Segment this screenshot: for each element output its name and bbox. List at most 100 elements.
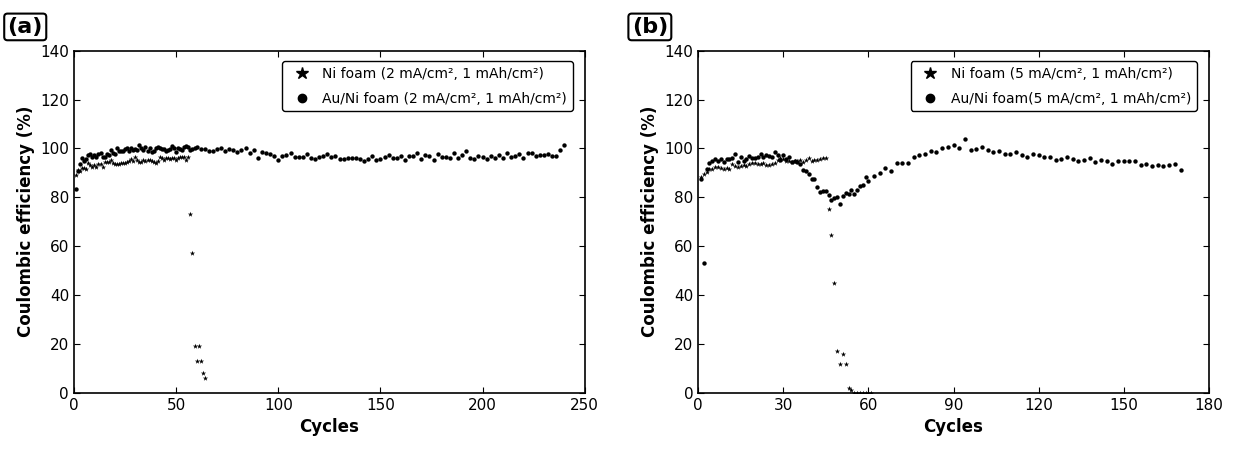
Ni foam (5 mA/cm², 1 mAh/cm²) <box>825 279 844 286</box>
Ni foam (2 mA/cm², 1 mAh/cm²) <box>122 155 141 162</box>
Au/Ni foam (2 mA/cm², 1 mAh/cm²) <box>489 151 508 159</box>
Ni foam (2 mA/cm², 1 mAh/cm²) <box>66 171 86 178</box>
Ni foam (5 mA/cm², 1 mAh/cm²) <box>763 160 782 168</box>
Au/Ni foam(5 mA/cm², 1 mAh/cm²) <box>1056 153 1076 160</box>
Au/Ni foam(5 mA/cm², 1 mAh/cm²) <box>759 152 779 159</box>
Au/Ni foam(5 mA/cm², 1 mAh/cm²) <box>742 154 761 162</box>
Ni foam (5 mA/cm², 1 mAh/cm²) <box>768 157 787 164</box>
Ni foam (5 mA/cm², 1 mAh/cm²) <box>785 157 805 164</box>
Ni foam (5 mA/cm², 1 mAh/cm²) <box>807 156 827 163</box>
Ni foam (2 mA/cm², 1 mAh/cm²) <box>162 154 182 162</box>
Ni foam (2 mA/cm², 1 mAh/cm²) <box>151 154 171 162</box>
Ni foam (2 mA/cm², 1 mAh/cm²) <box>91 160 110 168</box>
Au/Ni foam (2 mA/cm², 1 mAh/cm²) <box>448 155 467 162</box>
Au/Ni foam (2 mA/cm², 1 mAh/cm²) <box>123 146 143 153</box>
Ni foam (2 mA/cm², 1 mAh/cm²) <box>112 159 131 167</box>
Au/Ni foam (2 mA/cm², 1 mAh/cm²) <box>383 154 403 161</box>
Au/Ni foam (2 mA/cm², 1 mAh/cm²) <box>456 148 476 155</box>
Ni foam (2 mA/cm², 1 mAh/cm²) <box>74 164 94 171</box>
Ni foam (2 mA/cm², 1 mAh/cm²) <box>100 157 120 164</box>
Au/Ni foam (2 mA/cm², 1 mAh/cm²) <box>150 145 170 152</box>
Au/Ni foam (2 mA/cm², 1 mAh/cm²) <box>195 145 215 152</box>
Au/Ni foam (2 mA/cm², 1 mAh/cm²) <box>78 151 98 159</box>
Au/Ni foam (2 mA/cm², 1 mAh/cm²) <box>346 154 366 162</box>
Au/Ni foam (2 mA/cm², 1 mAh/cm²) <box>169 144 188 151</box>
Au/Ni foam (2 mA/cm², 1 mAh/cm²) <box>301 154 321 161</box>
Au/Ni foam (2 mA/cm², 1 mAh/cm²) <box>175 144 195 151</box>
Ni foam (5 mA/cm², 1 mAh/cm²) <box>745 159 765 166</box>
Au/Ni foam (2 mA/cm², 1 mAh/cm²) <box>366 156 386 164</box>
Au/Ni foam(5 mA/cm², 1 mAh/cm²) <box>1069 157 1089 164</box>
Au/Ni foam (2 mA/cm², 1 mAh/cm²) <box>440 154 460 161</box>
Au/Ni foam(5 mA/cm², 1 mAh/cm²) <box>822 197 842 204</box>
Au/Ni foam(5 mA/cm², 1 mAh/cm²) <box>805 176 825 183</box>
Ni foam (5 mA/cm², 1 mAh/cm²) <box>711 164 730 172</box>
Au/Ni foam(5 mA/cm², 1 mAh/cm²) <box>926 148 946 155</box>
Au/Ni foam(5 mA/cm², 1 mAh/cm²) <box>728 158 748 165</box>
Au/Ni foam (2 mA/cm², 1 mAh/cm²) <box>444 149 464 157</box>
Au/Ni foam (2 mA/cm², 1 mAh/cm²) <box>146 145 166 152</box>
Au/Ni foam (2 mA/cm², 1 mAh/cm²) <box>176 143 196 150</box>
Ni foam (2 mA/cm², 1 mAh/cm²) <box>71 168 91 175</box>
Au/Ni foam(5 mA/cm², 1 mAh/cm²) <box>864 173 884 180</box>
Au/Ni foam(5 mA/cm², 1 mAh/cm²) <box>869 169 889 176</box>
Au/Ni foam(5 mA/cm², 1 mAh/cm²) <box>794 167 813 174</box>
Ni foam (5 mA/cm², 1 mAh/cm²) <box>742 159 761 166</box>
Au/Ni foam (2 mA/cm², 1 mAh/cm²) <box>141 149 161 156</box>
Ni foam (5 mA/cm², 1 mAh/cm²) <box>790 157 810 164</box>
Au/Ni foam(5 mA/cm², 1 mAh/cm²) <box>1074 157 1094 164</box>
Ni foam (5 mA/cm², 1 mAh/cm²) <box>708 164 728 171</box>
Au/Ni foam(5 mA/cm², 1 mAh/cm²) <box>944 142 963 149</box>
Au/Ni foam (2 mA/cm², 1 mAh/cm²) <box>239 150 259 157</box>
Au/Ni foam (2 mA/cm², 1 mAh/cm²) <box>97 151 117 158</box>
Au/Ni foam (2 mA/cm², 1 mAh/cm²) <box>309 154 329 161</box>
Ni foam (5 mA/cm², 1 mAh/cm²) <box>734 161 754 169</box>
Au/Ni foam(5 mA/cm², 1 mAh/cm²) <box>915 151 935 158</box>
Ni foam (2 mA/cm², 1 mAh/cm²) <box>81 161 100 169</box>
Ni foam (2 mA/cm², 1 mAh/cm²) <box>82 164 102 171</box>
Au/Ni foam (2 mA/cm², 1 mAh/cm²) <box>191 146 211 153</box>
Au/Ni foam (2 mA/cm², 1 mAh/cm²) <box>91 149 110 156</box>
Ni foam (2 mA/cm², 1 mAh/cm²) <box>134 156 154 164</box>
Au/Ni foam(5 mA/cm², 1 mAh/cm²) <box>739 153 759 160</box>
Ni foam (5 mA/cm², 1 mAh/cm²) <box>842 387 862 394</box>
Au/Ni foam(5 mA/cm², 1 mAh/cm²) <box>898 159 918 166</box>
Ni foam (5 mA/cm², 1 mAh/cm²) <box>836 360 856 367</box>
Au/Ni foam (2 mA/cm², 1 mAh/cm²) <box>198 147 218 154</box>
Ni foam (5 mA/cm², 1 mAh/cm²) <box>730 162 750 169</box>
Ni foam (2 mA/cm², 1 mAh/cm²) <box>77 165 97 173</box>
Au/Ni foam(5 mA/cm², 1 mAh/cm²) <box>770 156 790 164</box>
Ni foam (5 mA/cm², 1 mAh/cm²) <box>770 155 790 162</box>
Au/Ni foam(5 mA/cm², 1 mAh/cm²) <box>1125 157 1145 164</box>
Au/Ni foam (2 mA/cm², 1 mAh/cm²) <box>117 145 136 152</box>
Au/Ni foam(5 mA/cm², 1 mAh/cm²) <box>833 193 853 200</box>
Ni foam (2 mA/cm², 1 mAh/cm²) <box>119 157 139 164</box>
Au/Ni foam(5 mA/cm², 1 mAh/cm²) <box>796 168 816 175</box>
Ni foam (5 mA/cm², 1 mAh/cm²) <box>813 154 833 161</box>
Au/Ni foam (2 mA/cm², 1 mAh/cm²) <box>419 152 439 159</box>
Ni foam (5 mA/cm², 1 mAh/cm²) <box>697 169 717 176</box>
Au/Ni foam(5 mA/cm², 1 mAh/cm²) <box>1017 154 1037 161</box>
Ni foam (5 mA/cm², 1 mAh/cm²) <box>759 162 779 169</box>
Au/Ni foam (2 mA/cm², 1 mAh/cm²) <box>154 145 174 153</box>
Ni foam (5 mA/cm², 1 mAh/cm²) <box>818 206 838 213</box>
Ni foam (2 mA/cm², 1 mAh/cm²) <box>131 159 151 166</box>
Au/Ni foam (2 mA/cm², 1 mAh/cm²) <box>554 142 574 149</box>
Ni foam (2 mA/cm², 1 mAh/cm²) <box>87 164 107 171</box>
Ni foam (2 mA/cm², 1 mAh/cm²) <box>181 210 201 217</box>
Au/Ni foam (2 mA/cm², 1 mAh/cm²) <box>326 153 346 160</box>
Au/Ni foam(5 mA/cm², 1 mAh/cm²) <box>937 144 957 151</box>
Au/Ni foam (2 mA/cm², 1 mAh/cm²) <box>119 147 139 154</box>
Au/Ni foam(5 mA/cm², 1 mAh/cm²) <box>909 152 929 159</box>
Ni foam (2 mA/cm², 1 mAh/cm²) <box>172 153 192 160</box>
Ni foam (2 mA/cm², 1 mAh/cm²) <box>192 370 212 377</box>
Ni foam (5 mA/cm², 1 mAh/cm²) <box>830 360 849 367</box>
Au/Ni foam(5 mA/cm², 1 mAh/cm²) <box>779 153 799 160</box>
Ni foam (2 mA/cm², 1 mAh/cm²) <box>117 158 136 165</box>
Au/Ni foam (2 mA/cm², 1 mAh/cm²) <box>82 153 102 160</box>
Au/Ni foam(5 mA/cm², 1 mAh/cm²) <box>734 158 754 165</box>
Y-axis label: Coulombic efficiency (%): Coulombic efficiency (%) <box>641 106 658 337</box>
Ni foam (5 mA/cm², 1 mAh/cm²) <box>754 159 774 166</box>
Text: (b): (b) <box>631 17 668 37</box>
Au/Ni foam (2 mA/cm², 1 mAh/cm²) <box>151 145 171 152</box>
